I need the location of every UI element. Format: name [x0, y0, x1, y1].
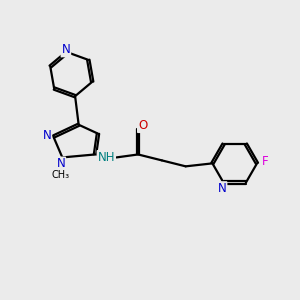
Text: F: F [262, 155, 268, 168]
Text: NH: NH [98, 151, 115, 164]
Text: N: N [61, 44, 70, 56]
Text: N: N [56, 158, 65, 170]
Text: CH₃: CH₃ [52, 170, 70, 180]
Text: O: O [138, 119, 147, 132]
Text: N: N [43, 129, 51, 142]
Text: N: N [218, 182, 226, 195]
